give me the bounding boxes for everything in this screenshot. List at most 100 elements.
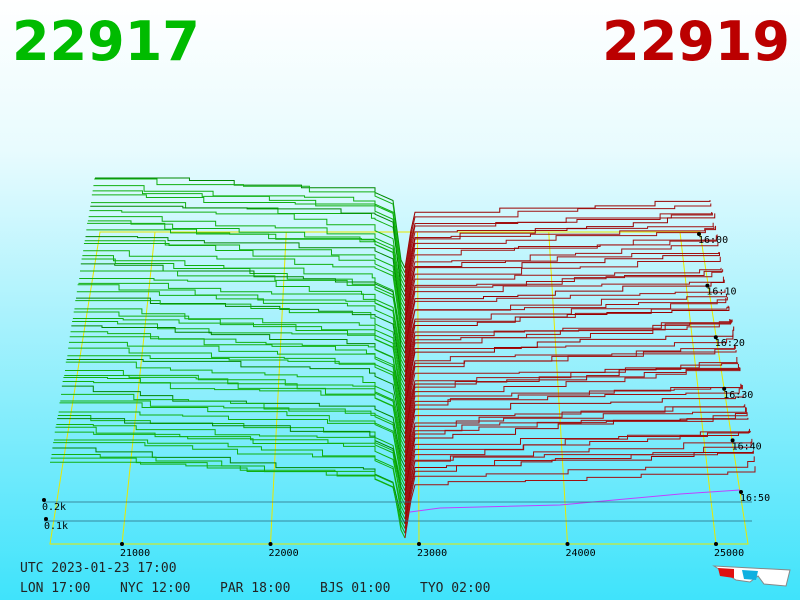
bid-depth-line xyxy=(94,178,406,273)
time-tick xyxy=(730,438,735,443)
bid-depth-line xyxy=(68,341,406,425)
time-tick xyxy=(722,386,727,391)
depth-tick xyxy=(44,517,48,521)
bid-depth-line xyxy=(83,242,406,335)
ask-depth-line xyxy=(404,267,722,335)
ask-depth-line xyxy=(404,362,739,434)
ask-depth-line xyxy=(404,212,713,283)
time-tick-label: 16:40 xyxy=(732,441,762,452)
time-tick-label: 16:50 xyxy=(740,493,770,504)
price-grid-line xyxy=(121,231,156,545)
ask-depth-line xyxy=(404,319,732,392)
time-tick-label: 16:20 xyxy=(715,338,745,349)
bid-depth-line xyxy=(82,255,406,345)
bid-depth-line xyxy=(72,318,406,401)
ask-depth-line xyxy=(404,235,717,306)
bid-depth-line xyxy=(90,205,406,297)
ask-depth-line xyxy=(404,269,724,344)
price-tick xyxy=(268,542,273,546)
bid-depth-line xyxy=(52,447,406,525)
bid-depth-line xyxy=(64,374,406,453)
bid-depth-line xyxy=(70,331,406,416)
bid-depth-line xyxy=(68,347,406,430)
bid-depth-line xyxy=(83,250,406,340)
bid-depth-line xyxy=(89,210,406,302)
ask-depth-line xyxy=(404,296,728,373)
price-tick-label: 24000 xyxy=(566,548,596,559)
ask-depth-line xyxy=(404,222,714,288)
ask-depth-line xyxy=(404,404,746,477)
ask-depth-line xyxy=(404,334,734,406)
ask-depth-line xyxy=(404,412,748,491)
ask-depth-line xyxy=(404,276,724,349)
ask-depth-line xyxy=(404,279,725,354)
ask-depth-line xyxy=(404,252,720,321)
bid-depth-line xyxy=(93,185,406,278)
ask-depth-line xyxy=(404,252,720,325)
time-tick-label: 16:10 xyxy=(706,287,736,298)
bid-depth-line xyxy=(65,369,406,449)
bid-depth-line xyxy=(53,442,406,520)
bid-depth-line xyxy=(56,424,406,501)
ask-depth-line xyxy=(404,270,723,340)
time-tick xyxy=(705,283,710,288)
ask-depth-line xyxy=(404,451,754,524)
ask-depth-line xyxy=(404,319,732,396)
bid-depth-line xyxy=(88,216,406,307)
bid-depth-line xyxy=(61,393,406,472)
bid-depth-line xyxy=(87,222,406,316)
bid-depth-line xyxy=(67,355,406,435)
ask-depth-line xyxy=(404,212,713,278)
clocks: LON 17:00 NYC 12:00 PAR 18:00 BJS 01:00 TYO … xyxy=(20,581,490,596)
bid-depth-line xyxy=(50,461,406,539)
city-clock: TYO 02:00 xyxy=(420,581,490,596)
price-grid-line xyxy=(417,231,420,545)
ask-depth-line xyxy=(404,256,721,330)
bid-depth-line xyxy=(91,194,406,288)
bid-depth-line xyxy=(66,358,406,439)
ask-depth-line xyxy=(404,428,750,505)
ask-depth-line xyxy=(404,319,733,401)
ask-depth-line xyxy=(404,289,726,359)
ask-depth-line xyxy=(404,306,730,382)
time-tick xyxy=(713,335,718,340)
ask-depth-line xyxy=(404,466,756,539)
bid-depth-line xyxy=(58,411,406,487)
bid-depth-line xyxy=(75,300,406,387)
bid-depth-line xyxy=(55,426,406,506)
ask-depth-line xyxy=(404,326,735,411)
ask-depth-line xyxy=(404,357,738,430)
ask-depth-line xyxy=(404,345,736,420)
price-tick xyxy=(714,542,718,546)
bid-depth-line xyxy=(69,336,406,420)
bid-depth-line xyxy=(76,297,406,382)
time-tick-label: 16:00 xyxy=(698,235,728,246)
bid-depth-line xyxy=(85,236,406,326)
city-clock: LON 17:00 xyxy=(20,581,90,596)
bid-depth-line xyxy=(77,284,406,373)
ask-depth-line xyxy=(404,200,711,269)
bid-depth-line xyxy=(79,278,406,363)
bid-depth-line xyxy=(53,439,406,515)
ask-depth-line xyxy=(404,394,744,468)
depth-tick-label: 0.1k xyxy=(44,521,68,532)
city-clock: BJS 01:00 xyxy=(320,581,390,596)
city-clock: PAR 18:00 xyxy=(220,581,290,596)
ask-depth-line xyxy=(404,438,753,520)
bid-depth-line xyxy=(60,400,406,477)
bid-depth-line xyxy=(92,190,406,283)
plot: 21000 22000 23000 24000 25000 0.2k 0.1k 16:00 16… xyxy=(42,177,770,559)
ask-depth-line xyxy=(404,441,752,515)
ask-depth-line xyxy=(404,213,716,297)
bid-depth-line xyxy=(74,308,406,392)
time-tick xyxy=(739,490,743,494)
bid-depth-line xyxy=(65,361,406,444)
ask-depth-line xyxy=(404,430,751,510)
ask-depth-line xyxy=(404,456,755,534)
time-tick-label: 16:30 xyxy=(723,390,753,401)
depth-tick xyxy=(42,498,46,502)
price-tick-label: 25000 xyxy=(714,548,744,559)
depth-tick-label: 0.2k xyxy=(42,502,66,513)
bid-depth-line xyxy=(59,402,406,482)
